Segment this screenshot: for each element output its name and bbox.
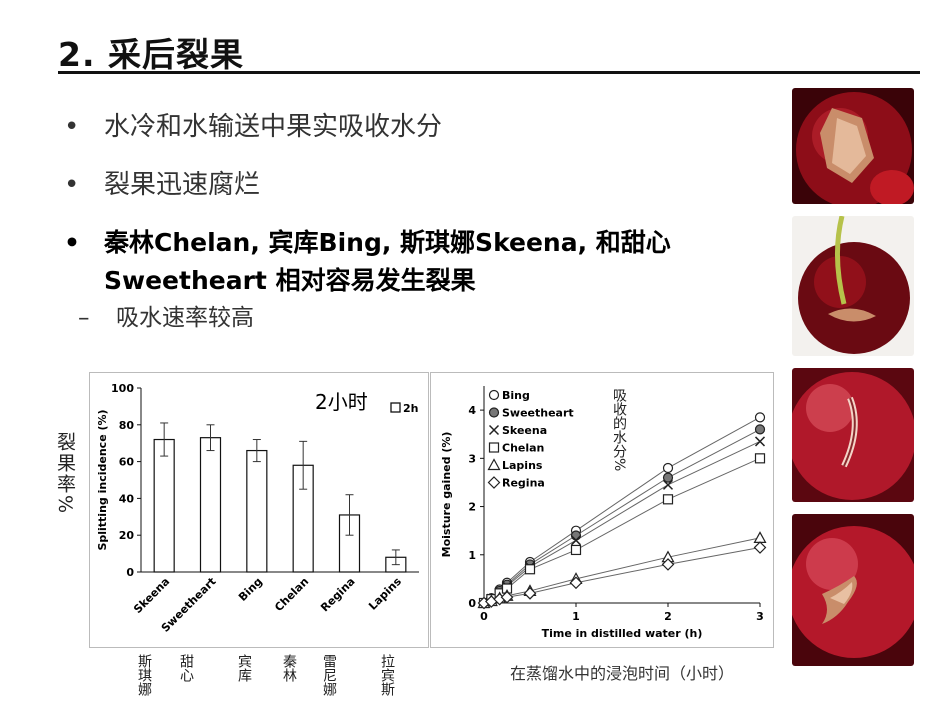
chart1-note: 2小时 bbox=[315, 390, 368, 414]
bullet-text: 裂果迅速腐烂 bbox=[104, 170, 261, 200]
bullet-item: • 水冷和水输送中果实吸收水分 bbox=[64, 108, 774, 146]
data-point bbox=[570, 535, 582, 546]
line-chart-plot: 0 1 2 3 4 0 1 2 3 Moisture gained (%) Time in dist… bbox=[440, 386, 767, 640]
data-point bbox=[662, 462, 674, 474]
bullet-text: 水冷和水输送中果实吸收水分 bbox=[104, 112, 443, 142]
data-point bbox=[754, 424, 766, 435]
split-cherry-photo-3 bbox=[792, 368, 914, 502]
cultivar-cn-label: 甜心 bbox=[178, 654, 194, 682]
data-point bbox=[569, 576, 583, 590]
legend-entry: Sweetheart bbox=[502, 407, 574, 420]
split-cherry-photo-2 bbox=[792, 216, 914, 356]
x-tick-label: 2 bbox=[664, 610, 672, 623]
y-axis-label: Splitting incidence (%) bbox=[96, 409, 109, 550]
data-point bbox=[754, 412, 766, 423]
soak-time-cn-label: 在蒸馏水中的浸泡时间（小时） bbox=[510, 664, 735, 683]
cultivar-cn-label: 秦林 bbox=[281, 654, 297, 682]
x-tick-label: 0 bbox=[480, 610, 488, 623]
y-tick-label: 20 bbox=[119, 529, 135, 542]
y-tick-label: 40 bbox=[119, 492, 135, 505]
data-point bbox=[487, 476, 501, 489]
data-point bbox=[488, 407, 500, 418]
bar bbox=[199, 437, 222, 573]
data-point bbox=[662, 494, 674, 505]
y-tick-label: 4 bbox=[468, 404, 476, 417]
bullet-marker: • bbox=[64, 170, 80, 200]
sub-bullet-text: 吸水速率较高 bbox=[116, 305, 254, 331]
legend-entry: Chelan bbox=[502, 442, 544, 455]
x-tick-label: 3 bbox=[756, 610, 764, 623]
title-divider bbox=[58, 71, 920, 74]
data-point bbox=[488, 442, 500, 453]
y-tick-label: 1 bbox=[468, 549, 476, 562]
bar bbox=[246, 449, 268, 573]
moisture-gained-chart: 0 1 2 3 4 0 1 2 3 Moisture gained (%) Time in dist… bbox=[430, 372, 774, 648]
slide-title: 2. 采后裂果 bbox=[58, 35, 244, 74]
y-tick-label: 0 bbox=[126, 566, 134, 579]
legend-2h: 2h bbox=[403, 402, 419, 415]
sub-bullet-marker: – bbox=[78, 305, 90, 331]
bullet-marker: • bbox=[64, 228, 80, 257]
x-tick-label: 1 bbox=[572, 610, 580, 623]
data-point bbox=[662, 472, 674, 483]
y-tick-label: 3 bbox=[468, 452, 476, 465]
y-tick-label: 60 bbox=[119, 456, 135, 469]
bullet-list: • 水冷和水输送中果实吸收水分 • 裂果迅速腐烂 • 秦林Chelan, 宾库B… bbox=[64, 108, 774, 334]
bullet-item: • 秦林Chelan, 宾库Bing, 斯琪娜Skeena, 和甜心 Sweet… bbox=[64, 224, 774, 300]
data-point bbox=[754, 453, 766, 464]
data-point bbox=[570, 544, 582, 556]
bullet-text: 秦林Chelan, 宾库Bing, 斯琪娜Skeena, 和甜心 Sweethe… bbox=[104, 228, 671, 295]
y-tick-label: 80 bbox=[119, 419, 135, 432]
data-point bbox=[753, 541, 767, 554]
splitting-rate-cn-label: 裂果率% bbox=[54, 432, 76, 516]
legend-entry: Lapins bbox=[502, 459, 543, 472]
data-point bbox=[488, 424, 500, 436]
y-tick-label: 2 bbox=[468, 501, 476, 514]
data-point bbox=[754, 436, 766, 447]
legend-square-marker bbox=[390, 402, 401, 413]
data-point bbox=[662, 479, 674, 490]
data-point bbox=[523, 587, 537, 600]
cultivar-cn-label: 宾库 bbox=[236, 654, 252, 682]
bullet-item: • 裂果迅速腐烂 bbox=[64, 166, 774, 204]
y-tick-label: 100 bbox=[111, 382, 134, 395]
data-point bbox=[488, 389, 500, 401]
bullet-marker: • bbox=[64, 112, 80, 142]
legend-entry: Bing bbox=[502, 389, 530, 402]
data-point bbox=[487, 458, 501, 471]
y-tick-label: 0 bbox=[468, 597, 476, 610]
split-cherry-photo-1 bbox=[792, 88, 914, 204]
y-axis-label: Moisture gained (%) bbox=[440, 432, 453, 558]
split-cherry-photo-4 bbox=[792, 514, 914, 666]
x-axis-label: Time in distilled water (h) bbox=[542, 627, 703, 640]
data-point bbox=[524, 564, 536, 575]
legend-entry: Regina bbox=[502, 477, 545, 490]
bar bbox=[153, 438, 175, 573]
legend-entry: Skeena bbox=[502, 424, 547, 437]
sub-bullet-item: – 吸水速率较高 bbox=[64, 302, 774, 334]
chart2-note: 吸收的水分% bbox=[611, 388, 627, 472]
cultivar-cn-label: 拉宾斯 bbox=[379, 654, 395, 696]
data-point bbox=[661, 558, 675, 571]
data-point bbox=[570, 530, 582, 541]
cultivar-cn-label: 雷尼娜 bbox=[321, 654, 337, 696]
cultivar-cn-label: 斯琪娜 bbox=[136, 654, 152, 696]
data-point bbox=[500, 590, 514, 604]
